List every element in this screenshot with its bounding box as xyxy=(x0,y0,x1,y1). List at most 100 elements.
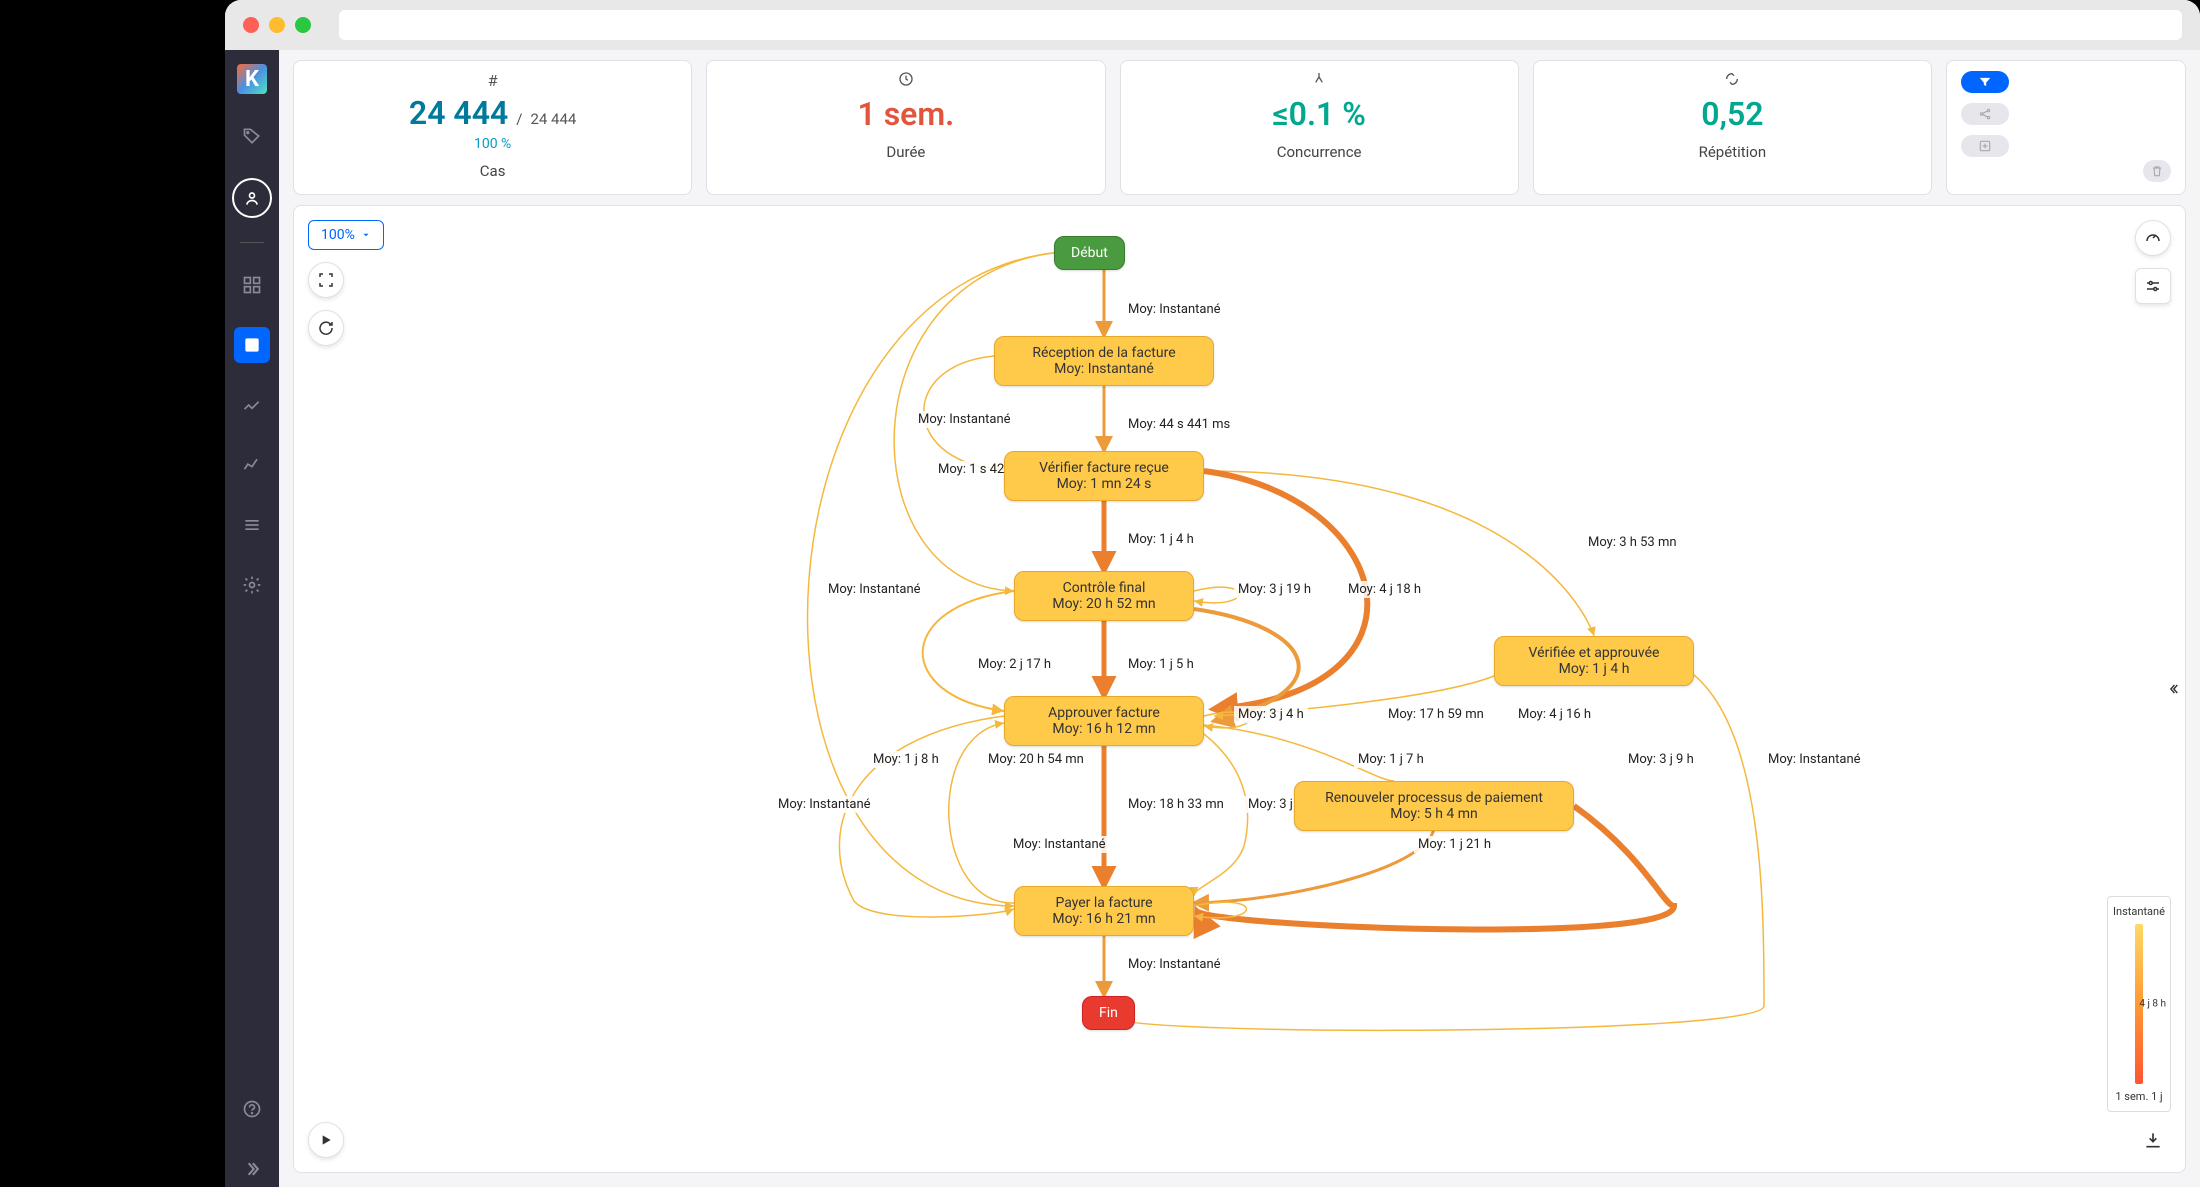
kpi-card-repetition[interactable]: 0,52 Répétition xyxy=(1533,60,1932,195)
edge-label-l_e: Moy: 3 j 19 h xyxy=(1234,581,1315,598)
edge-label-l_h: Moy: 3 j 4 h xyxy=(1234,706,1308,723)
main-content: # 24 444 / 24 444 100 % Cas 1 sem. Durée xyxy=(279,50,2200,1187)
edge-label-l_o: Moy: Instantané xyxy=(1764,751,1865,768)
kpi-cas-slash: / xyxy=(516,110,522,128)
kpi-card-concurrence[interactable]: ≤0.1 % Concurrence xyxy=(1120,60,1519,195)
node-subtitle: Moy: 16 h 21 mn xyxy=(1031,911,1177,927)
edge-label-l_d: Moy: 2 j 17 h xyxy=(974,656,1055,673)
sidebar-item-user[interactable] xyxy=(232,178,272,218)
node-subtitle: Moy: 1 mn 24 s xyxy=(1021,476,1187,492)
process-canvas[interactable]: 100% xyxy=(293,205,2186,1173)
chevron-down-icon xyxy=(361,230,371,240)
fit-icon xyxy=(317,271,335,289)
sidebar: K xyxy=(225,50,279,1187)
minimize-window-button[interactable] xyxy=(269,17,285,33)
node-subtitle: Moy: 1 j 4 h xyxy=(1511,661,1677,677)
filter-button[interactable] xyxy=(1961,71,2009,93)
node-title: Réception de la facture xyxy=(1011,345,1197,361)
node-title: Renouveler processus de paiement xyxy=(1311,790,1557,806)
edge-label-l_k: Moy: 1 j 8 h xyxy=(869,751,943,768)
export-button[interactable] xyxy=(1961,135,2009,157)
grid-icon xyxy=(242,275,262,295)
kpi-cas-total: 24 444 xyxy=(530,110,576,128)
node-title: Payer la facture xyxy=(1031,895,1177,911)
tag-icon xyxy=(242,126,262,146)
legend-mid-label: 4 j 8 h xyxy=(2139,999,2166,1010)
trash-icon xyxy=(2150,164,2164,178)
download-button[interactable] xyxy=(2135,1122,2171,1158)
sidebar-item-tag[interactable] xyxy=(234,118,270,154)
sidebar-item-help[interactable] xyxy=(234,1091,270,1127)
kpi-cas-value: 24 444 xyxy=(409,94,508,132)
app-logo[interactable]: K xyxy=(237,64,267,94)
chevron-left-icon xyxy=(2168,682,2182,696)
edge-label-l_n3_n4: Moy: 1 j 5 h xyxy=(1124,656,1198,673)
browser-window: K xyxy=(225,0,2200,1187)
branch-icon xyxy=(1311,71,1327,91)
edge-label-l_n1_n2: Moy: 44 s 441 ms xyxy=(1124,416,1234,433)
fit-button[interactable] xyxy=(308,262,344,298)
edge-label-l_n6_end: Moy: Instantané xyxy=(1124,956,1225,973)
kpi-card-duree[interactable]: 1 sem. Durée xyxy=(706,60,1105,195)
zoom-select[interactable]: 100% xyxy=(308,220,384,250)
flow-node-n6[interactable]: Payer la factureMoy: 16 h 21 mn xyxy=(1014,886,1194,936)
flow-node-n5[interactable]: Renouveler processus de paiementMoy: 5 h… xyxy=(1294,781,1574,831)
node-subtitle: Moy: 20 h 52 mn xyxy=(1031,596,1177,612)
sidebar-item-analytics[interactable] xyxy=(234,387,270,423)
node-title: Vérifiée et approuvée xyxy=(1511,645,1677,661)
sidebar-item-expand[interactable] xyxy=(234,1151,270,1187)
flow-node-n1[interactable]: Réception de la factureMoy: Instantané xyxy=(994,336,1214,386)
edge-label-l_p: Moy: Instantané xyxy=(774,796,875,813)
sidebar-item-settings[interactable] xyxy=(234,567,270,603)
node-title: Approuver facture xyxy=(1021,705,1187,721)
edge-label-l_s: Moy: 1 j 21 h xyxy=(1414,836,1495,853)
node-subtitle: Moy: 16 h 12 mn xyxy=(1021,721,1187,737)
play-icon xyxy=(318,1132,334,1148)
sidebar-item-list[interactable] xyxy=(234,507,270,543)
collapse-panel-button[interactable] xyxy=(2165,669,2185,709)
sidebar-item-process[interactable] xyxy=(234,327,270,363)
edge-label-l_n4_n6: Moy: 18 h 33 mn xyxy=(1124,796,1228,813)
legend-top-label: Instantané xyxy=(2113,905,2165,918)
edge-label-l_i: Moy: 17 h 59 mn xyxy=(1384,706,1488,723)
page-spacer xyxy=(0,0,225,1187)
flow-node-end[interactable]: Fin xyxy=(1082,996,1135,1030)
sidebar-item-grid[interactable] xyxy=(234,267,270,303)
share-button[interactable] xyxy=(1961,103,2009,125)
maximize-window-button[interactable] xyxy=(295,17,311,33)
play-button[interactable] xyxy=(308,1122,344,1158)
kpi-duree-value: 1 sem. xyxy=(857,95,954,133)
settings-button[interactable] xyxy=(2135,268,2171,304)
flow-node-start[interactable]: Début xyxy=(1054,236,1125,270)
trash-button[interactable] xyxy=(2143,160,2171,182)
flow-node-n2[interactable]: Vérifier facture reçueMoy: 1 mn 24 s xyxy=(1004,451,1204,501)
edge-label-l_start_n1: Moy: Instantané xyxy=(1124,301,1225,318)
refresh-button[interactable] xyxy=(308,310,344,346)
node-subtitle: Moy: 5 h 4 mn xyxy=(1311,806,1557,822)
close-window-button[interactable] xyxy=(243,17,259,33)
export-icon xyxy=(1978,139,1992,153)
sidebar-item-variants[interactable] xyxy=(234,447,270,483)
edge-label-l_g: Moy: 3 h 53 mn xyxy=(1584,534,1681,551)
traffic-lights xyxy=(243,17,311,33)
edge-label-l_r: Moy: Instantané xyxy=(1009,836,1110,853)
kpi-concurrence-value: ≤0.1 % xyxy=(1272,95,1366,133)
download-icon xyxy=(2143,1130,2163,1150)
speed-button[interactable] xyxy=(2135,220,2171,256)
flow-node-n7[interactable]: Vérifiée et approuvéeMoy: 1 j 4 h xyxy=(1494,636,1694,686)
url-bar[interactable] xyxy=(339,10,2182,40)
kpi-cas-label: Cas xyxy=(480,162,506,180)
chevron-right-icon xyxy=(242,1159,262,1179)
edge-label-l_j: Moy: 4 j 16 h xyxy=(1514,706,1595,723)
legend-bottom-label: 1 sem. 1 j xyxy=(2115,1090,2162,1103)
edge-label-l_l: Moy: 20 h 54 mn xyxy=(984,751,1088,768)
flow-node-n4[interactable]: Approuver factureMoy: 16 h 12 mn xyxy=(1004,696,1204,746)
node-subtitle: Moy: Instantané xyxy=(1011,361,1197,377)
funnel-icon xyxy=(1978,75,1992,89)
user-icon xyxy=(242,188,262,208)
process-icon xyxy=(242,335,262,355)
sliders-icon xyxy=(2144,277,2162,295)
sidebar-divider xyxy=(240,242,264,243)
flow-node-n3[interactable]: Contrôle finalMoy: 20 h 52 mn xyxy=(1014,571,1194,621)
kpi-card-cas[interactable]: # 24 444 / 24 444 100 % Cas xyxy=(293,60,692,195)
